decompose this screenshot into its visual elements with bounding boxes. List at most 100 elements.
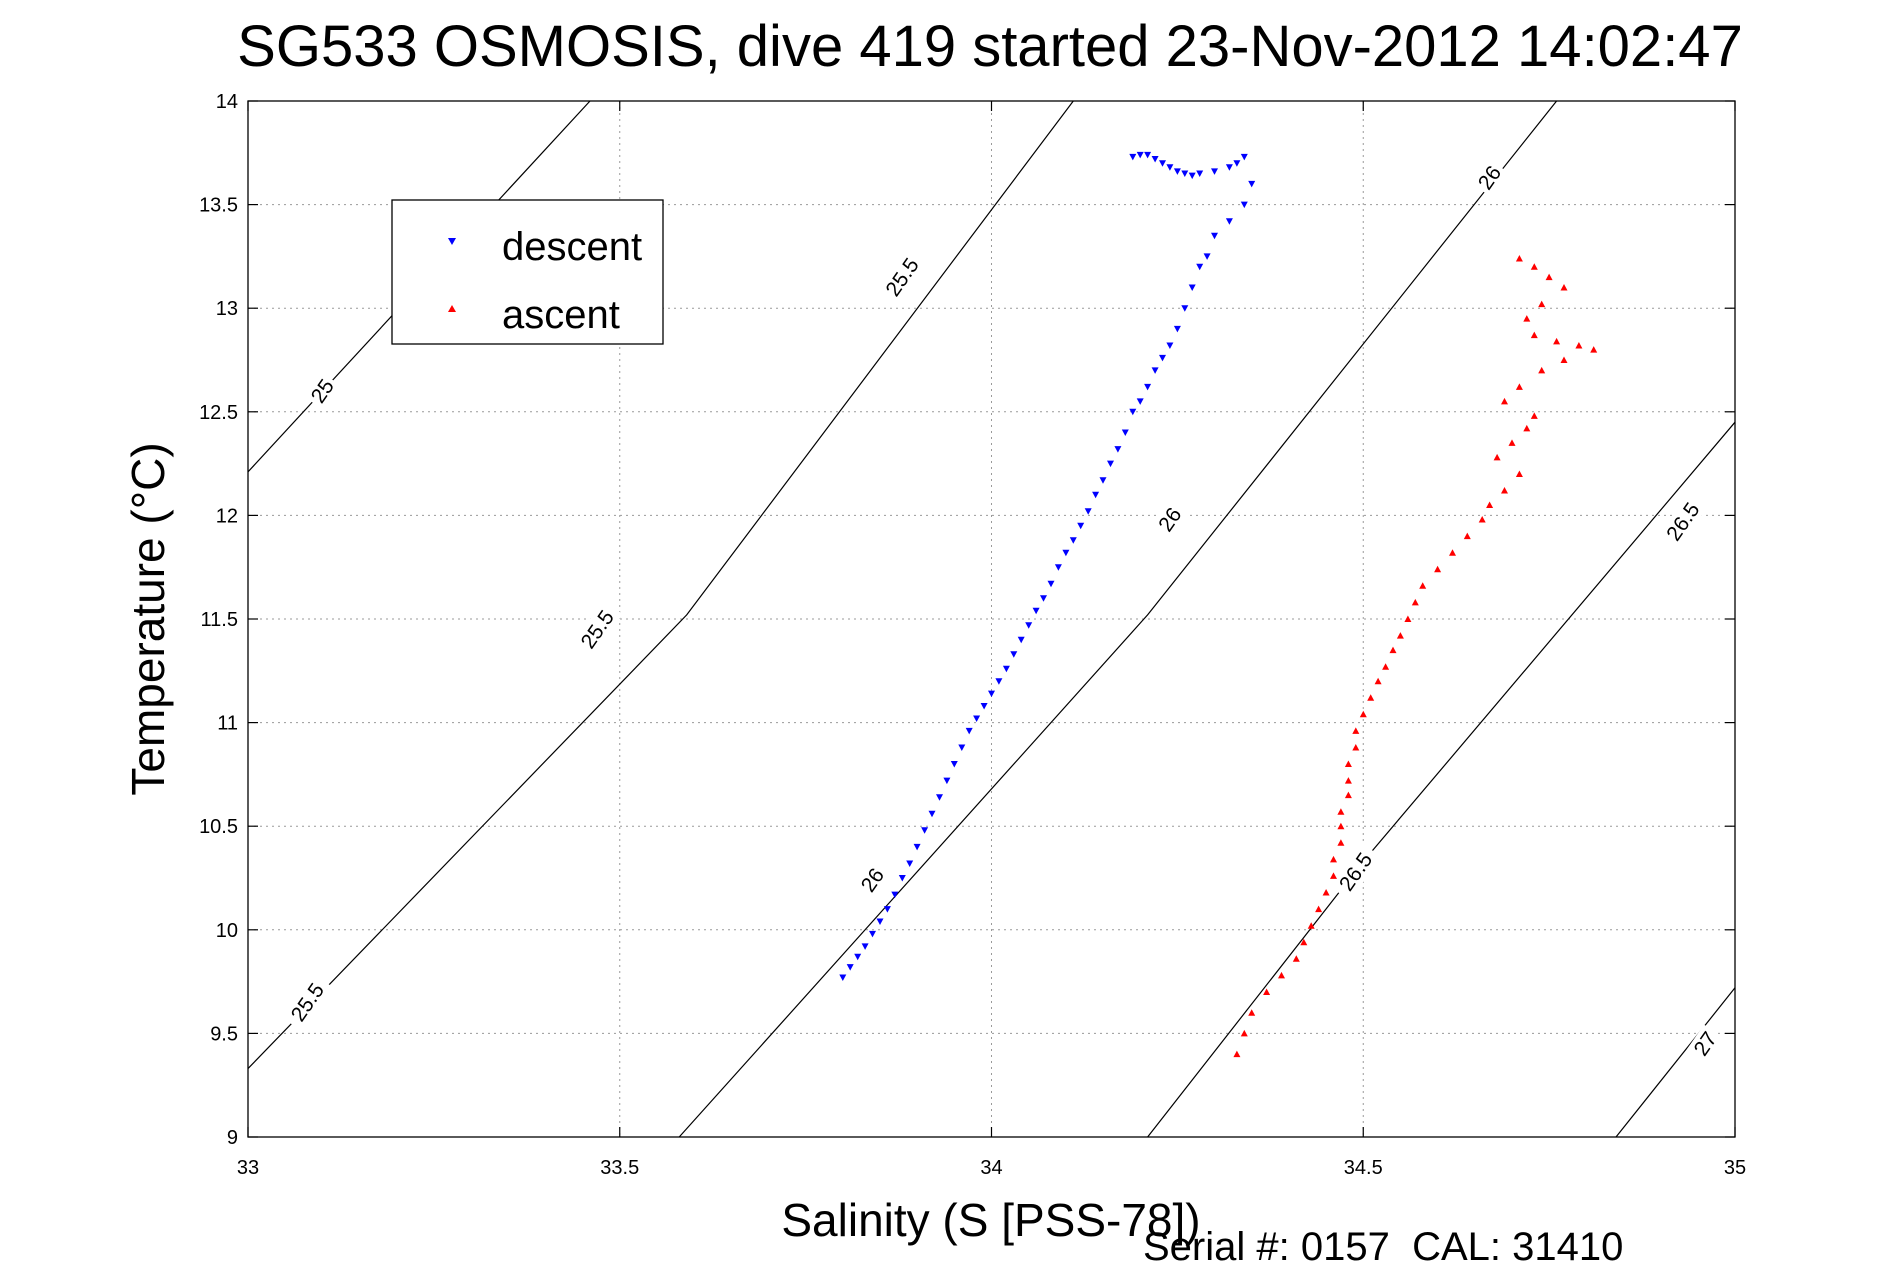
ascent-point (1322, 889, 1330, 896)
ascent-point (1396, 632, 1404, 639)
descent-point (995, 678, 1003, 685)
x-tick-label: 33 (237, 1157, 259, 1179)
ascent-point (1501, 397, 1508, 405)
ascent-point (1515, 470, 1523, 477)
ascent-point (1248, 1009, 1256, 1016)
descent-point (861, 943, 869, 950)
ascent-point (1352, 744, 1360, 751)
descent-point (1032, 607, 1040, 615)
serial-calibration-footer: Serial #: 0157 CAL: 31410 (1143, 1225, 1623, 1262)
x-tick-label: 34 (980, 1157, 1002, 1179)
descent-point (1129, 408, 1137, 416)
descent-point (1166, 164, 1174, 171)
ascent-point (1330, 855, 1337, 863)
descent-point (1144, 383, 1152, 391)
data-series (839, 151, 1598, 1058)
ascent-point (1344, 760, 1352, 767)
legend-marker-descent (448, 238, 456, 245)
descent-point (1188, 172, 1196, 180)
density-contour-27 (1615, 987, 1736, 1138)
descent-point (1151, 156, 1159, 163)
descent-point (1002, 665, 1010, 673)
descent-point (1144, 151, 1152, 159)
descent-point (1196, 263, 1204, 271)
contour-label-mask (1151, 500, 1189, 539)
descent-point (988, 690, 995, 698)
y-tick-label: 12 (216, 505, 238, 527)
ascent-point (1590, 346, 1598, 353)
descent-point (1225, 218, 1233, 225)
descent-point (906, 860, 914, 867)
x-tick-labels: 33 33.5 34 34.5 35 (237, 1157, 1746, 1179)
descent-point (1233, 160, 1241, 167)
descent-point (965, 727, 973, 735)
ascent-point (1434, 565, 1442, 573)
ascent-point (1344, 777, 1352, 784)
descent-point (1173, 325, 1181, 333)
descent-point (846, 964, 854, 971)
descent-point (980, 703, 988, 710)
descent-point (921, 827, 929, 834)
descent-point (891, 891, 899, 899)
ascent-point (1449, 549, 1456, 556)
ascent-point (1263, 988, 1271, 995)
ascent-point (1478, 516, 1486, 523)
contour-label-mask (572, 600, 623, 659)
ascent-point (1382, 663, 1390, 670)
ascent-point (1508, 439, 1516, 446)
descent-point (1211, 168, 1218, 175)
ascent-point (1545, 273, 1553, 281)
ascent-point (1344, 791, 1352, 799)
descent-point (1151, 367, 1159, 374)
ascent-point (1419, 582, 1427, 589)
contour-label-mask (1471, 158, 1509, 197)
descent-point (1092, 491, 1100, 499)
ascent-point (1530, 331, 1538, 339)
descent-point (839, 974, 847, 981)
ascent-point (1538, 366, 1546, 374)
descent-point (1129, 153, 1137, 161)
ascent-point (1493, 453, 1501, 461)
density-contour-26 (678, 100, 1558, 1138)
ascent-point (1307, 922, 1315, 929)
descent-point (1159, 160, 1166, 167)
ascent-point (1389, 646, 1397, 654)
x-axis-label: Salinity (S [PSS-78]) (781, 1194, 1200, 1246)
ascent-point (1352, 727, 1360, 734)
descent-point (1136, 398, 1144, 405)
density-contour-25.5 (247, 100, 1074, 1070)
contour-label-mask (1657, 492, 1709, 551)
contour-label-mask (854, 860, 891, 900)
y-tick-label: 13.5 (199, 195, 238, 217)
y-tick-labels: 9 9.5 10 10.5 11 11.5 12 12.5 13 13.5 14 (199, 91, 238, 1149)
legend-label-ascent: ascent (502, 293, 620, 337)
ascent-point (1300, 938, 1308, 946)
legend-marker-ascent (448, 305, 456, 312)
series-descent (839, 151, 1256, 981)
y-tick-label: 9 (227, 1127, 238, 1149)
ascent-point (1515, 383, 1523, 390)
descent-point (1159, 354, 1166, 362)
descent-point (1196, 170, 1204, 177)
descent-point (1047, 580, 1055, 588)
descent-point (883, 906, 891, 913)
descent-point (943, 777, 951, 785)
legend-box (391, 199, 664, 345)
ascent-point (1337, 822, 1345, 830)
ascent-point (1240, 1029, 1248, 1037)
ascent-point (1233, 1050, 1241, 1058)
descent-point (1173, 168, 1181, 175)
descent-point (1084, 508, 1092, 515)
descent-point (876, 918, 884, 925)
descent-point (1017, 636, 1025, 644)
contour-label-mask (282, 973, 333, 1032)
descent-point (973, 715, 981, 722)
x-tick-label: 33.5 (600, 1157, 639, 1179)
ascent-point (1359, 710, 1367, 718)
y-tick-label: 12.5 (199, 402, 238, 424)
descent-point (1040, 595, 1047, 602)
x-tick-label: 35 (1724, 1157, 1746, 1179)
ascent-point (1315, 905, 1323, 913)
descent-point (913, 843, 921, 851)
